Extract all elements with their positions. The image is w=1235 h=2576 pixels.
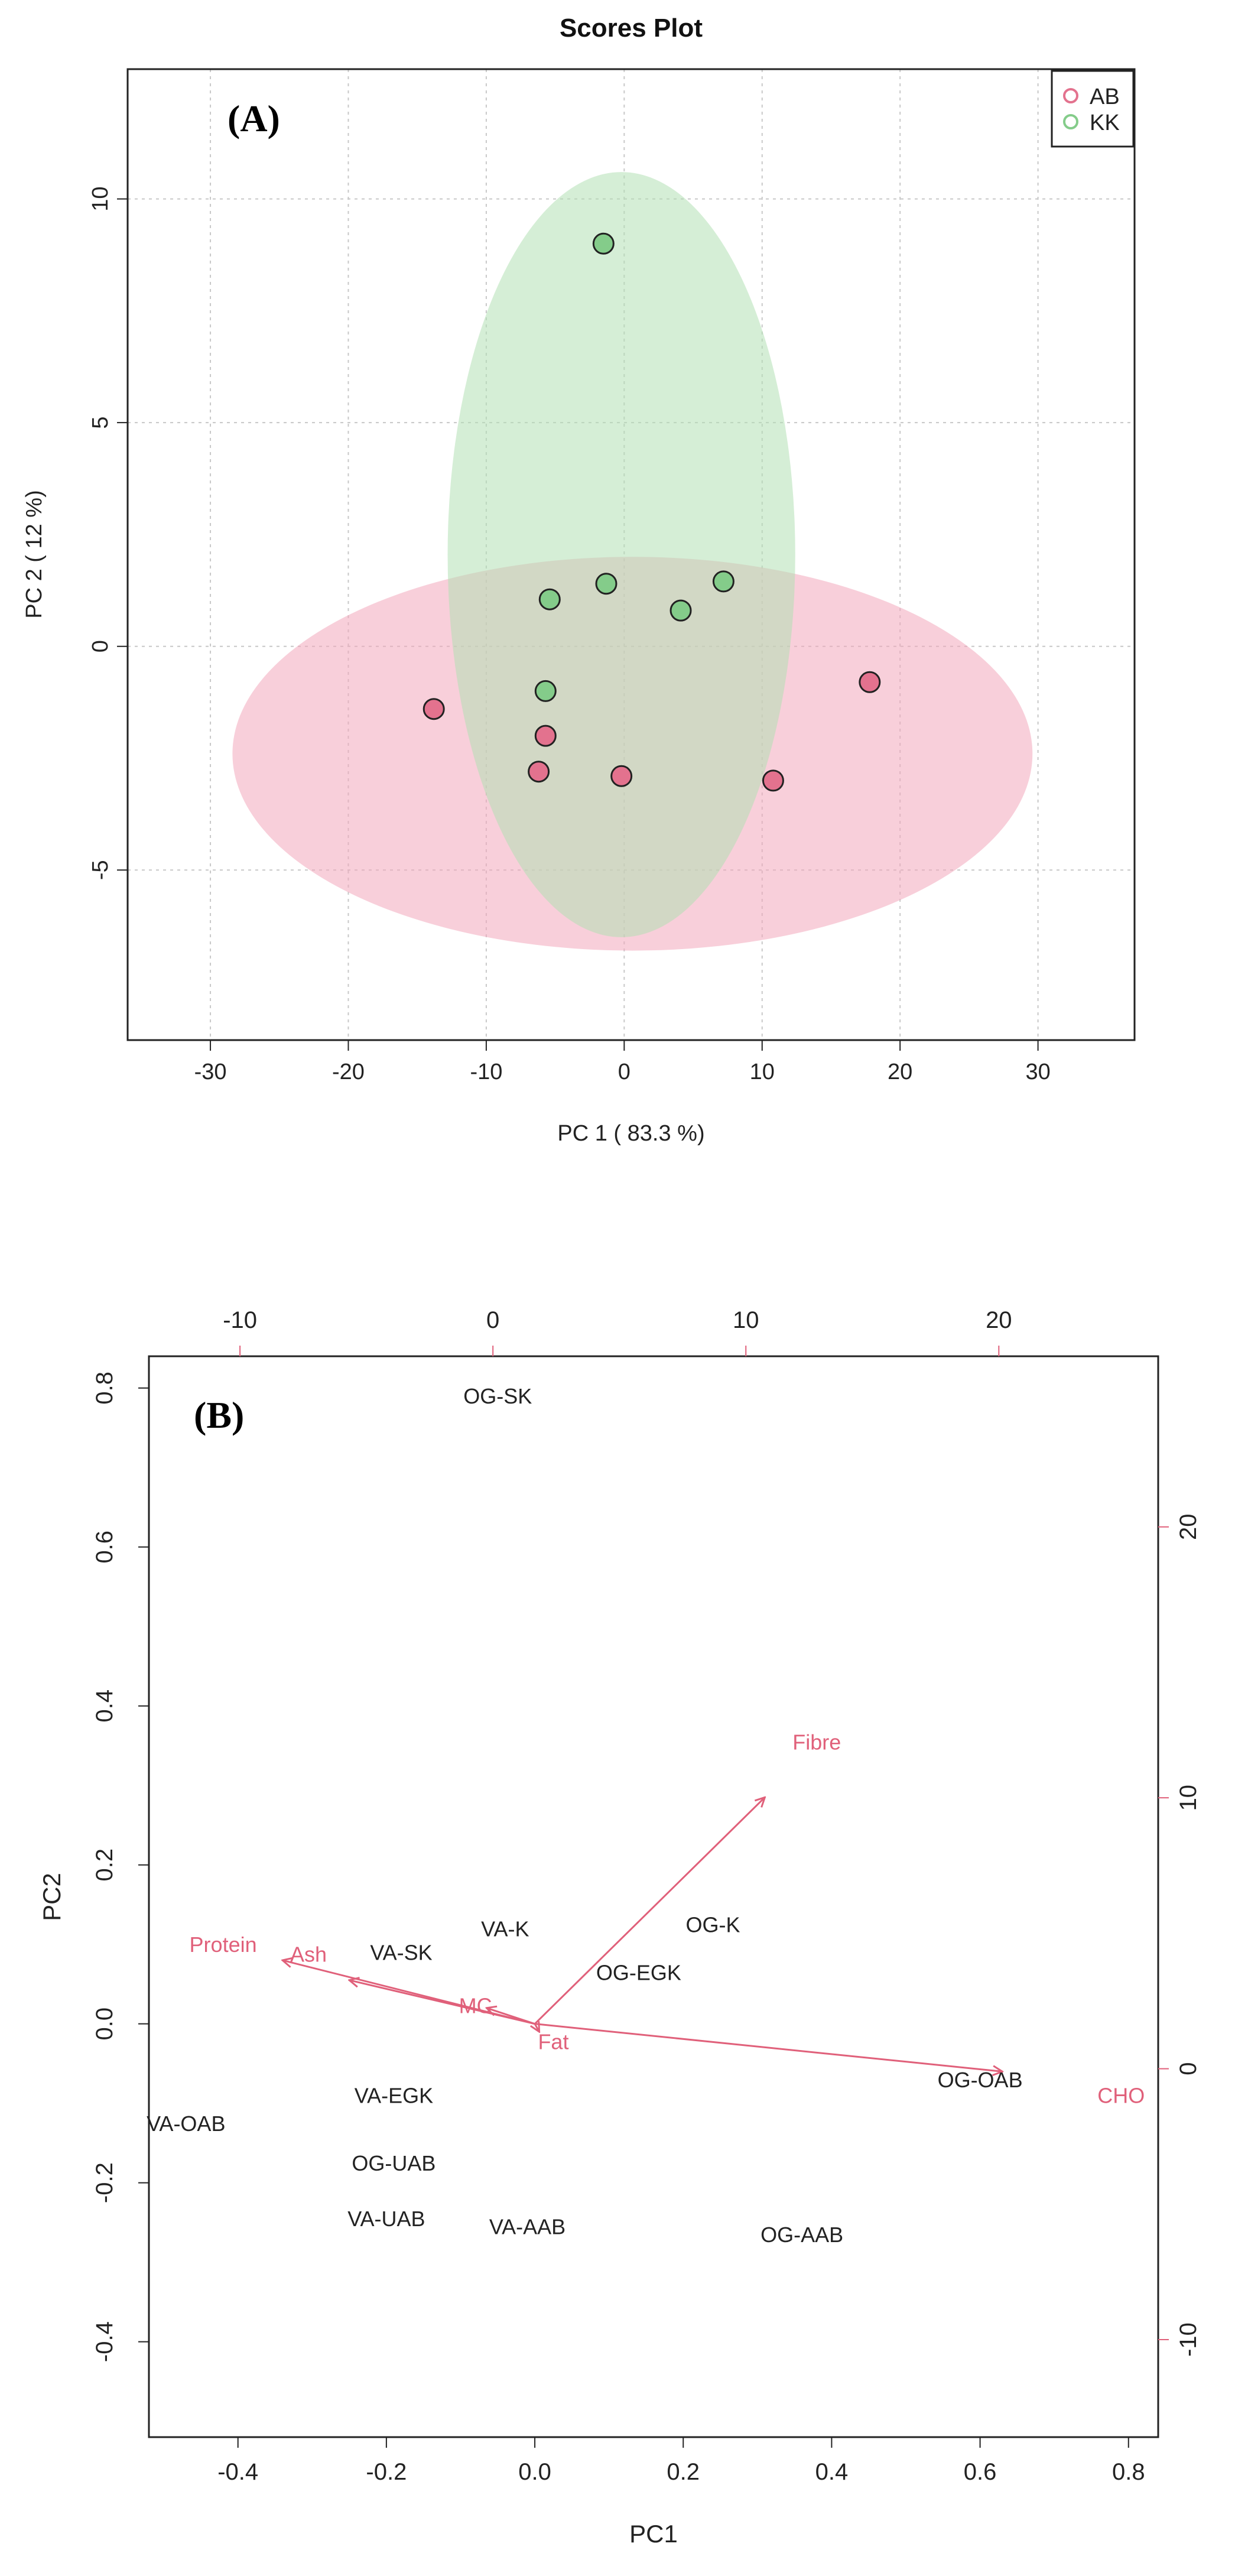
x-tick-label: -0.4 [217, 2459, 258, 2485]
point-ab [528, 761, 550, 783]
point-kk [534, 680, 557, 702]
right-axis: -10 0 10 20 [1158, 1514, 1201, 2357]
point-kk [670, 599, 692, 622]
point-kk [595, 573, 618, 595]
x-tick-label: -20 [332, 1060, 365, 1084]
point-kk [538, 588, 561, 610]
loading-arrow-fat [535, 2024, 540, 2032]
sample-label-og-oab: OG-OAB [938, 2068, 1023, 2092]
top-tick-label: -10 [223, 1307, 257, 1333]
legend-marker-ab [1063, 88, 1078, 103]
variable-label-ash: Ash [290, 1942, 327, 1966]
sample-label-va-aab: VA-AAB [489, 2215, 566, 2239]
y-tick-label: -5 [88, 860, 113, 880]
x-tick-label: 0.8 [1112, 2459, 1145, 2485]
legend-marker-kk [1063, 114, 1078, 129]
point-ab [422, 698, 445, 720]
sample-label-va-egk: VA-EGK [355, 2084, 433, 2108]
plot-frame [126, 68, 1136, 1041]
x-axis-label: PC1 [629, 2520, 678, 2548]
sample-label-og-egk: OG-EGK [596, 1960, 681, 1984]
sample-label-va-k: VA-K [481, 1916, 529, 1941]
panel-label-a: (A) [228, 98, 280, 139]
data-points [422, 232, 881, 792]
x-tick-label: -10 [470, 1060, 502, 1084]
sample-label-og-k: OG-K [685, 1913, 740, 1937]
y-tick-label: 0 [88, 640, 113, 652]
plot-frame [148, 1355, 1159, 2438]
sample-labels: OG-SK VA-K OG-K VA-SK OG-EGK OG-OAB VA-EGK VA-O… [147, 1384, 1022, 2247]
x-tick-label: 0.2 [667, 2459, 700, 2485]
x-tick-label: 0.6 [964, 2459, 997, 2485]
point-kk [712, 570, 734, 593]
loading-arrows [282, 1797, 1002, 2071]
variable-labels: Fibre CHO Protein Ash MC Fat [190, 1730, 1145, 2107]
top-tick-label: 20 [986, 1307, 1012, 1333]
scores-plot-title: Scores Plot [560, 14, 703, 43]
point-ab [610, 765, 633, 787]
y-tick-label: 5 [88, 417, 113, 429]
y-tick-label: 0.2 [92, 1849, 118, 1882]
x-tick-label: 0 [618, 1060, 630, 1084]
y-axis: -0.4 -0.2 0.0 0.2 0.4 0.6 0.8 [92, 1372, 149, 2362]
point-ab [859, 671, 881, 693]
x-axis: -30 -20 -10 0 10 20 30 [194, 1040, 1051, 1084]
y-tick-label: -0.2 [92, 2162, 118, 2203]
y-tick-label: 0.6 [92, 1531, 118, 1564]
x-axis-label: PC 1 ( 83.3 %) [557, 1121, 704, 1146]
legend-label-ab: AB [1090, 85, 1120, 109]
confidence-ellipses [232, 172, 1033, 951]
point-ab [762, 769, 784, 792]
sample-label-va-oab: VA-OAB [147, 2112, 225, 2136]
loading-arrow-ash [349, 1980, 535, 2025]
x-tick-label: 10 [750, 1060, 775, 1084]
loading-arrow-mc [486, 2008, 535, 2025]
top-tick-label: 10 [733, 1307, 759, 1333]
legend-box [1051, 70, 1135, 148]
variable-label-mc: MC [459, 1994, 492, 2018]
variable-label-protein: Protein [190, 1932, 257, 1957]
x-tick-label: -30 [194, 1060, 227, 1084]
y-tick-label: -0.4 [92, 2321, 118, 2362]
x-axis: -0.4 -0.2 0.0 0.2 0.4 0.6 0.8 [217, 2437, 1145, 2485]
point-kk [592, 232, 615, 255]
top-tick-label: 0 [486, 1307, 499, 1333]
variable-label-fat: Fat [538, 2029, 568, 2054]
point-ab [534, 725, 557, 747]
x-tick-label: 30 [1025, 1060, 1050, 1084]
right-tick-label: 10 [1175, 1785, 1201, 1811]
sample-label-og-aab: OG-AAB [760, 2223, 843, 2247]
y-tick-label: 0.4 [92, 1690, 118, 1723]
loading-arrow-cho [534, 2023, 1002, 2072]
right-tick-label: 20 [1175, 1514, 1201, 1541]
legend: AB KK [1051, 70, 1135, 148]
y-axis-label: PC 2 ( 12 %) [22, 490, 47, 619]
y-tick-label: 0.8 [92, 1372, 118, 1405]
biplot: Fibre CHO Protein Ash MC Fat OG-SK VA-K OG-K VA-… [38, 1307, 1201, 2548]
variable-label-cho: CHO [1097, 2084, 1145, 2108]
y-tick-label: 10 [88, 186, 113, 211]
sample-label-va-sk: VA-SK [370, 1941, 432, 1965]
right-tick-label: 0 [1175, 2062, 1201, 2075]
x-tick-label: 0.4 [815, 2459, 849, 2485]
ellipse-kk [447, 172, 795, 937]
x-tick-label: -0.2 [366, 2459, 407, 2485]
right-tick-label: -10 [1175, 2322, 1201, 2357]
x-tick-label: 20 [888, 1060, 912, 1084]
y-tick-label: 0.0 [92, 2007, 118, 2041]
sample-label-og-sk: OG-SK [463, 1384, 532, 1408]
sample-label-og-uab: OG-UAB [352, 2151, 436, 2175]
loading-arrow-fibre [534, 1797, 765, 2025]
x-tick-label: 0.0 [518, 2459, 551, 2485]
top-axis: -10 0 10 20 [223, 1307, 1012, 1356]
sample-label-va-uab: VA-UAB [347, 2207, 425, 2231]
legend-label-kk: KK [1090, 111, 1120, 135]
y-axis: -5 0 5 10 [88, 186, 128, 880]
variable-label-fibre: Fibre [792, 1730, 841, 1754]
y-axis-label: PC2 [38, 1873, 66, 1921]
panel-label-b: (B) [194, 1394, 244, 1436]
